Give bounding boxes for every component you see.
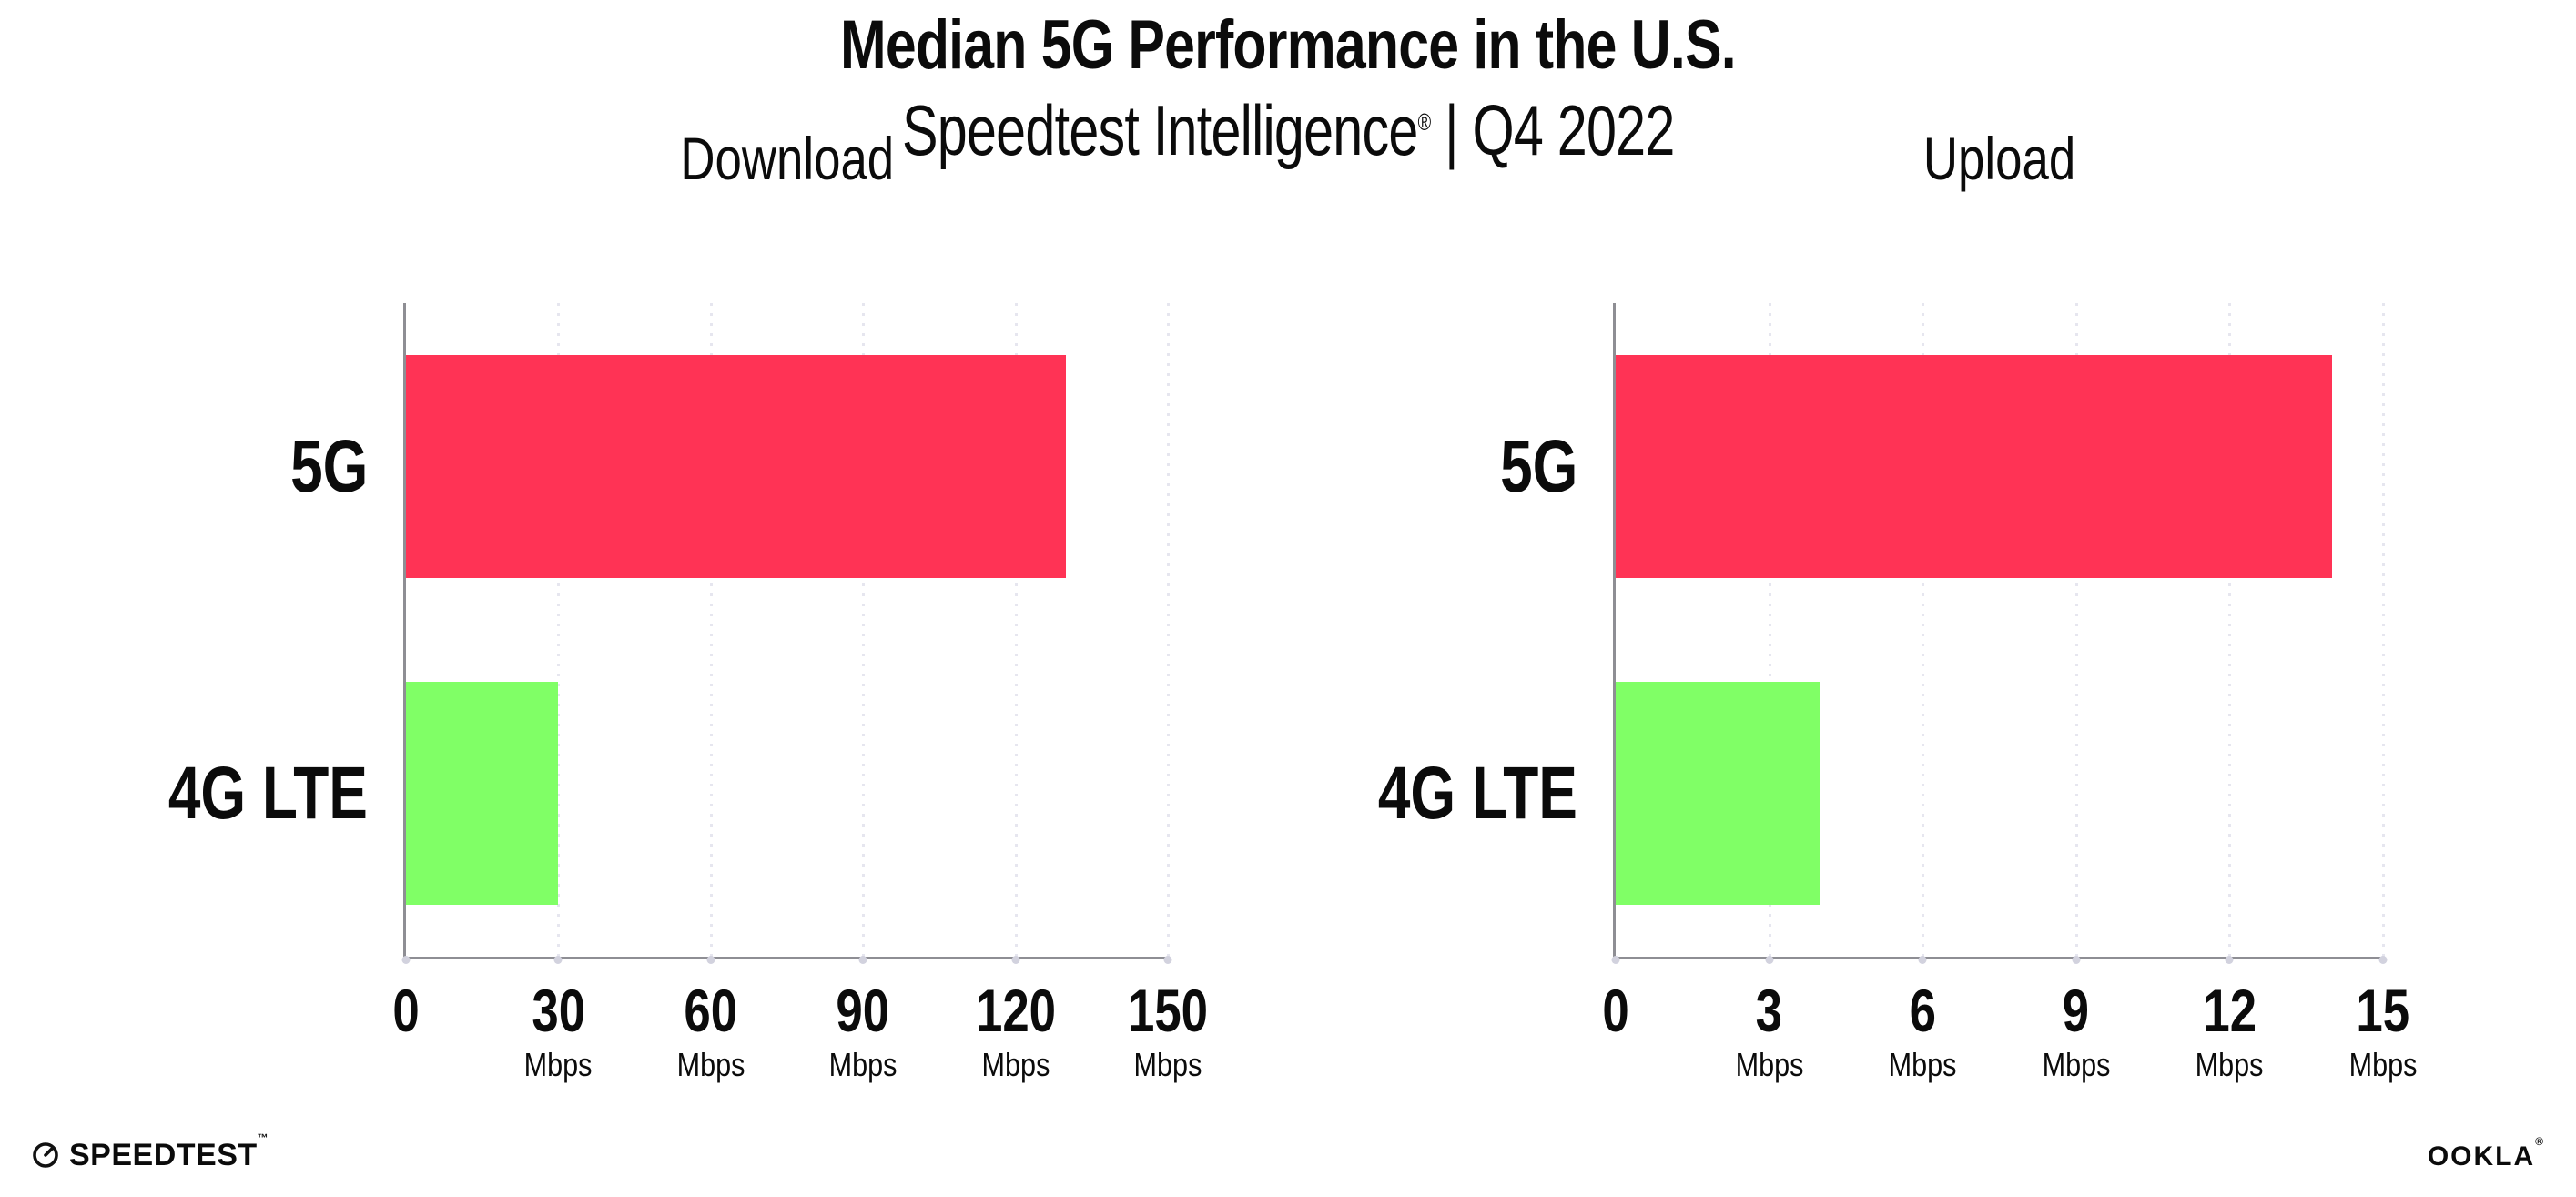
- ookla-logo-text: OOKLA®: [2427, 1135, 2545, 1172]
- gridline-12: [2228, 303, 2232, 957]
- chart-title: Download: [406, 128, 1168, 188]
- gridline-150: [1167, 303, 1170, 957]
- x-tick-label-0: 0: [390, 980, 423, 1040]
- chart-title-text: Download: [680, 125, 894, 192]
- x-tick-value: 30: [532, 977, 585, 1044]
- axis-tick-dot-15: [2378, 956, 2388, 964]
- x-tick-label-12: 12 Mbps: [2189, 980, 2269, 1081]
- chart-title-text: Upload: [1922, 125, 2076, 192]
- x-tick-unit: Mbps: [1888, 1046, 1957, 1083]
- bar-4g-lte: [1616, 682, 1820, 905]
- speedtest-gauge-icon: [33, 1142, 58, 1168]
- axis-tick-dot-9: [2072, 956, 2081, 964]
- x-tick-unit: Mbps: [2042, 1046, 2111, 1083]
- axis-tick-dot-60: [706, 956, 715, 964]
- x-tick-label-9: 9 Mbps: [2036, 980, 2116, 1081]
- axis-tick-dot-12: [2225, 956, 2234, 964]
- gridline-30: [557, 303, 561, 957]
- x-tick-unit: Mbps: [1133, 1046, 1202, 1083]
- x-tick-unit: Mbps: [523, 1046, 593, 1083]
- gridline-60: [709, 303, 713, 957]
- page-title: Median 5G Performance in the U.S.: [0, 11, 2576, 80]
- chart-title: Upload: [1616, 128, 2383, 188]
- x-tick-unit: Mbps: [2348, 1046, 2418, 1083]
- upload-chart: Upload 0 3 Mbps 6 Mbps 9 Mbps 12 Mbps 15 Mbps 5G 4G L…: [1378, 128, 2418, 1081]
- gridline-90: [862, 303, 866, 957]
- gridline-120: [1014, 303, 1018, 957]
- gridline-9: [2074, 303, 2078, 957]
- x-tick-label-15: 15 Mbps: [2343, 980, 2423, 1081]
- category-label-4g-lte: 4G LTE: [167, 751, 368, 835]
- gridline-15: [2382, 303, 2385, 957]
- page-title-text: Median 5G Performance in the U.S.: [840, 6, 1737, 84]
- x-tick-label-3: 3 Mbps: [1729, 980, 1810, 1081]
- x-tick-label-120: 120 Mbps: [966, 980, 1066, 1081]
- ookla-logo: OOKLA®: [2427, 1135, 2545, 1172]
- x-tick-value: 3: [1755, 977, 1783, 1044]
- x-tick-unit: Mbps: [2195, 1046, 2264, 1083]
- subtitle-brand: Speedtest Intelligence: [901, 90, 1418, 170]
- category-label-5g: 5G: [289, 424, 368, 508]
- gridline-6: [1922, 303, 1925, 957]
- gridline-3: [1768, 303, 1771, 957]
- category-label-4g-lte: 4G LTE: [1377, 751, 1577, 835]
- x-tick-value: 90: [836, 977, 890, 1044]
- axis-tick-dot-0: [1611, 956, 1620, 964]
- axis-tick-dot-3: [1765, 956, 1774, 964]
- axis-tick-dot-150: [1163, 956, 1172, 964]
- x-tick-value: 120: [975, 977, 1056, 1044]
- ookla-registered-mark: ®: [2535, 1135, 2545, 1148]
- x-tick-label-30: 30 Mbps: [518, 980, 598, 1081]
- x-tick-value: 9: [2063, 977, 2090, 1044]
- download-chart: Download 0 30 Mbps 60 Mbps 90 Mbps 120 Mbps 150 Mbp…: [168, 128, 1208, 1081]
- x-tick-value: 0: [392, 977, 420, 1044]
- axis-tick-dot-0: [401, 956, 411, 964]
- x-tick-value: 150: [1127, 977, 1209, 1044]
- x-tick-unit: Mbps: [676, 1046, 745, 1083]
- subtitle-period: | Q4 2022: [1430, 90, 1675, 170]
- x-tick-label-150: 150 Mbps: [1118, 980, 1218, 1081]
- x-tick-value: 15: [2356, 977, 2410, 1044]
- speedtest-logo: SPEEDTEST™: [32, 1131, 269, 1172]
- axis-tick-dot-120: [1011, 956, 1020, 964]
- x-tick-label-60: 60 Mbps: [671, 980, 751, 1081]
- x-tick-value: 0: [1602, 977, 1629, 1044]
- bar-4g-lte: [406, 682, 559, 905]
- speedtest-logo-text: SPEEDTEST™: [69, 1131, 269, 1172]
- x-tick-value: 6: [1909, 977, 1936, 1044]
- trademark-mark: ™: [257, 1131, 269, 1144]
- bar-5g: [406, 355, 1067, 578]
- axis-tick-dot-30: [553, 956, 563, 964]
- page-subtitle: Speedtest Intelligence® | Q4 2022: [0, 95, 2576, 166]
- x-tick-value: 60: [684, 977, 738, 1044]
- x-tick-label-0: 0: [1599, 980, 1633, 1040]
- category-label-5g: 5G: [1499, 424, 1577, 508]
- x-tick-label-90: 90 Mbps: [823, 980, 903, 1081]
- x-tick-unit: Mbps: [1735, 1046, 1804, 1083]
- x-tick-unit: Mbps: [828, 1046, 898, 1083]
- x-tick-unit: Mbps: [981, 1046, 1050, 1083]
- x-tick-value: 12: [2203, 977, 2257, 1044]
- axis-tick-dot-90: [858, 956, 867, 964]
- x-tick-label-6: 6 Mbps: [1882, 980, 1962, 1081]
- registered-mark: ®: [1417, 108, 1431, 136]
- bar-5g: [1616, 355, 2332, 578]
- axis-tick-dot-6: [1918, 956, 1927, 964]
